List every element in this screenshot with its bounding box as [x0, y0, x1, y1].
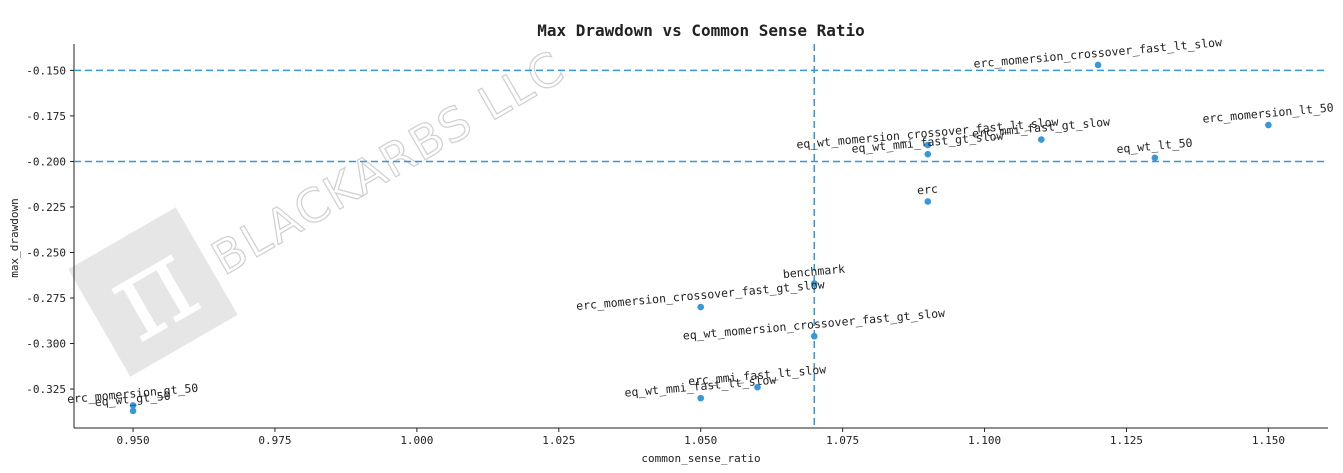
y-tick-label: -0.275: [26, 292, 66, 305]
reference-lines: [74, 44, 1328, 428]
x-tick-label: 1.025: [542, 434, 575, 447]
y-tick-label: -0.175: [26, 110, 66, 123]
data-point: [810, 332, 818, 340]
data-point: [924, 198, 932, 205]
data-point: [697, 394, 705, 402]
data-point: [1265, 121, 1272, 129]
x-tick-label: 0.950: [116, 434, 149, 447]
y-tick-label: -0.225: [26, 201, 66, 214]
data-point: [924, 150, 932, 158]
data-point: [1038, 136, 1045, 143]
data-point: [697, 303, 705, 311]
y-tick-label: -0.300: [26, 338, 66, 351]
chart-title: Max Drawdown vs Common Sense Ratio: [537, 21, 865, 40]
data-point-label: erc: [916, 182, 938, 198]
data-point: [129, 407, 137, 415]
data-point: [810, 280, 818, 287]
data-point-label: benchmark: [782, 262, 845, 281]
y-tick-label: -0.150: [26, 64, 66, 77]
data-points: [129, 61, 1272, 415]
x-tick-label: 1.150: [1252, 434, 1285, 447]
x-tick-label: 1.075: [826, 434, 859, 447]
data-point: [924, 141, 932, 149]
x-axis-label: common_sense_ratio: [641, 452, 760, 465]
y-tick-label: -0.200: [26, 155, 66, 168]
pi-logo-icon: π: [68, 207, 238, 377]
y-tick-label: -0.325: [26, 383, 66, 396]
data-point: [129, 402, 137, 409]
data-point-label: eq_wt_lt_50: [1116, 136, 1193, 157]
data-point: [754, 383, 761, 391]
y-tick-label: -0.250: [26, 246, 66, 259]
data-point-label: eq_wt_gt_50: [94, 389, 171, 410]
x-tick-label: 1.050: [684, 434, 717, 447]
watermark-text: BLACKARBS LLC: [203, 40, 574, 286]
x-tick-label: 1.000: [400, 434, 433, 447]
axes: 0.950 0.975 1.000 1.025 1.050 1.075 1.100 1.125…: [26, 44, 1328, 447]
x-tick-label: 1.125: [1110, 434, 1143, 447]
x-tick-label: 0.975: [258, 434, 291, 447]
y-axis-label: max_drawdown: [8, 198, 21, 277]
x-tick-label: 1.100: [968, 434, 1001, 447]
data-point: [1094, 61, 1102, 69]
watermark: π BLACKARBS LLC: [68, 39, 575, 377]
data-point: [1151, 154, 1159, 162]
